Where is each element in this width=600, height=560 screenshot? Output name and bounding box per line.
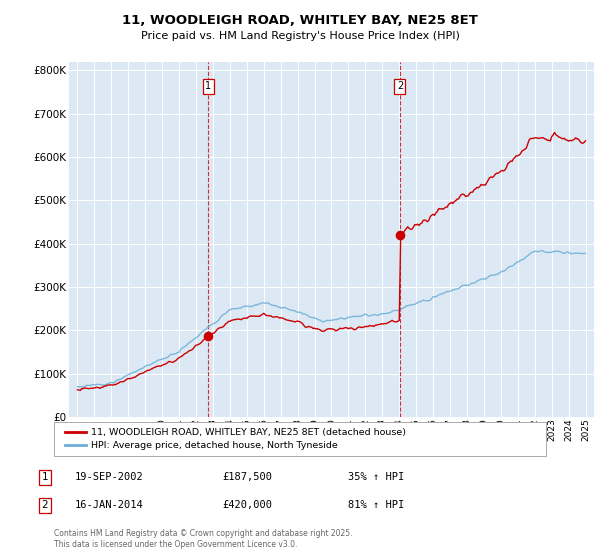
Text: 19-SEP-2002: 19-SEP-2002 <box>75 472 144 482</box>
Text: 1: 1 <box>205 82 211 91</box>
Text: Contains HM Land Registry data © Crown copyright and database right 2025.
This d: Contains HM Land Registry data © Crown c… <box>54 529 353 549</box>
Legend: 11, WOODLEIGH ROAD, WHITLEY BAY, NE25 8ET (detached house), HPI: Average price, : 11, WOODLEIGH ROAD, WHITLEY BAY, NE25 8E… <box>61 424 410 454</box>
Text: 16-JAN-2014: 16-JAN-2014 <box>75 500 144 510</box>
Point <box>203 332 213 340</box>
Text: £187,500: £187,500 <box>222 472 272 482</box>
Text: 11, WOODLEIGH ROAD, WHITLEY BAY, NE25 8ET: 11, WOODLEIGH ROAD, WHITLEY BAY, NE25 8E… <box>122 14 478 27</box>
Text: 81% ↑ HPI: 81% ↑ HPI <box>348 500 404 510</box>
Text: 35% ↑ HPI: 35% ↑ HPI <box>348 472 404 482</box>
Text: Price paid vs. HM Land Registry's House Price Index (HPI): Price paid vs. HM Land Registry's House … <box>140 31 460 41</box>
Text: 1: 1 <box>41 472 49 482</box>
Text: £420,000: £420,000 <box>222 500 272 510</box>
Point <box>395 231 405 240</box>
Text: 2: 2 <box>41 500 49 510</box>
Text: 2: 2 <box>397 82 403 91</box>
